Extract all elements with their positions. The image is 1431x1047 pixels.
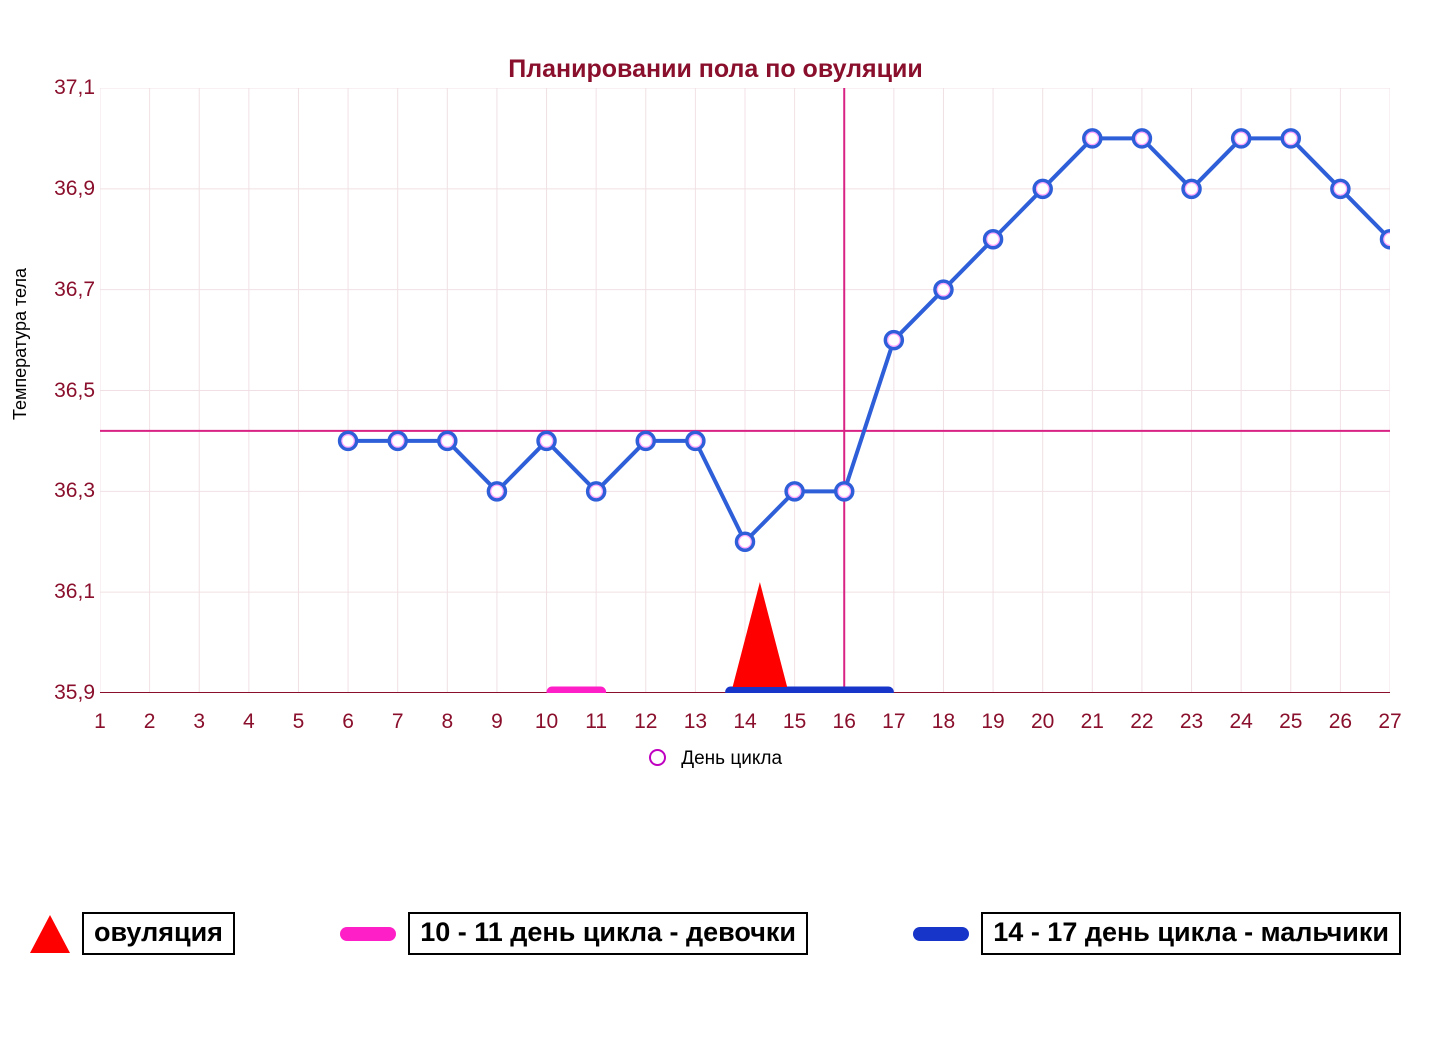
x-tick-label: 6 — [328, 710, 368, 734]
pill-icon — [913, 927, 969, 941]
x-tick-label: 14 — [725, 710, 765, 734]
y-axis-label: Температура тела — [10, 268, 31, 420]
x-axis-label: День цикла — [681, 748, 782, 769]
y-tick-label: 36,9 — [40, 177, 95, 201]
x-tick-label: 13 — [675, 710, 715, 734]
y-tick-label: 36,7 — [40, 278, 95, 302]
y-tick-label: 37,1 — [40, 76, 95, 100]
x-tick-label: 19 — [973, 710, 1013, 734]
x-tick-label: 11 — [576, 710, 616, 734]
y-tick-label: 35,9 — [40, 681, 95, 705]
x-tick-label: 5 — [278, 710, 318, 734]
x-tick-label: 26 — [1320, 710, 1360, 734]
x-tick-label: 4 — [229, 710, 269, 734]
x-tick-label: 24 — [1221, 710, 1261, 734]
y-tick-label: 36,5 — [40, 379, 95, 403]
x-tick-label: 7 — [378, 710, 418, 734]
chart-title: Планировании пола по овуляции — [0, 55, 1431, 84]
legend-item-ovulation: овуляция — [30, 912, 235, 955]
x-tick-label: 1 — [80, 710, 120, 734]
x-tick-label: 9 — [477, 710, 517, 734]
x-tick-label: 2 — [130, 710, 170, 734]
triangle-icon — [30, 915, 70, 953]
x-tick-label: 15 — [775, 710, 815, 734]
legend-label: 10 - 11 день цикла - девочки — [408, 912, 808, 955]
x-tick-label: 23 — [1172, 710, 1212, 734]
x-tick-label: 10 — [527, 710, 567, 734]
chart-container: Планировании пола по овуляции Температур… — [0, 0, 1431, 1047]
x-tick-label: 3 — [179, 710, 219, 734]
legend-label: 14 - 17 день цикла - мальчики — [981, 912, 1401, 955]
chart-legend: овуляция 10 - 11 день цикла - девочки 14 -… — [30, 912, 1401, 955]
y-tick-label: 36,3 — [40, 479, 95, 503]
x-tick-label: 21 — [1072, 710, 1112, 734]
legend-label: овуляция — [82, 912, 235, 955]
x-tick-label: 22 — [1122, 710, 1162, 734]
chart-plot — [100, 88, 1390, 693]
x-tick-label: 17 — [874, 710, 914, 734]
x-axis-label-row: День цикла — [0, 748, 1431, 770]
pill-icon — [340, 927, 396, 941]
x-tick-label: 16 — [824, 710, 864, 734]
legend-item-girls: 10 - 11 день цикла - девочки — [340, 912, 808, 955]
legend-marker-icon — [649, 749, 666, 766]
x-tick-label: 27 — [1370, 710, 1410, 734]
x-tick-label: 25 — [1271, 710, 1311, 734]
x-tick-label: 8 — [427, 710, 467, 734]
x-tick-label: 12 — [626, 710, 666, 734]
x-tick-label: 20 — [1023, 710, 1063, 734]
y-tick-label: 36,1 — [40, 580, 95, 604]
legend-item-boys: 14 - 17 день цикла - мальчики — [913, 912, 1401, 955]
x-tick-label: 18 — [923, 710, 963, 734]
